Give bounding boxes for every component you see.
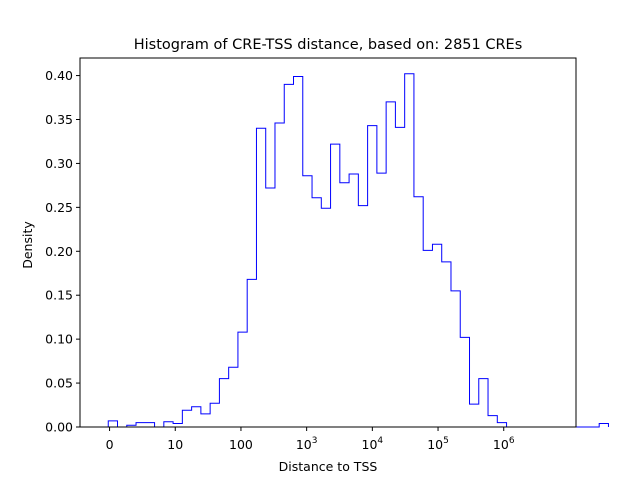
- x-tick-label: 0: [106, 437, 114, 452]
- y-tick-label: 0.00: [45, 420, 73, 435]
- x-tick-exponent: 6: [509, 436, 515, 446]
- x-tick-exponent: 5: [443, 436, 449, 446]
- x-axis-ticks: 0 10 100 103 104 105 106: [106, 427, 515, 452]
- x-tick-label: 100: [229, 437, 253, 452]
- y-tick-label: 0.30: [45, 156, 73, 171]
- x-tick-exponent: 3: [312, 436, 318, 446]
- x-tick-base: 100: [229, 437, 253, 452]
- y-tick-label: 0.40: [45, 68, 73, 83]
- y-tick-label: 0.25: [45, 200, 73, 215]
- x-tick-base: 0: [106, 437, 114, 452]
- x-tick-label: 10: [167, 437, 183, 452]
- x-tick-base: 10: [167, 437, 183, 452]
- x-tick-base: 10: [493, 437, 509, 452]
- x-tick-label: 105: [427, 436, 449, 452]
- x-tick-label: 103: [296, 436, 318, 452]
- y-tick-label: 0.10: [45, 332, 73, 347]
- plot-frame: [79, 57, 577, 428]
- y-axis-label: Density: [20, 221, 35, 269]
- x-tick-base: 10: [362, 437, 378, 452]
- x-tick-label: 104: [362, 436, 384, 452]
- y-tick-label: 0.20: [45, 244, 73, 259]
- y-tick-label: 0.35: [45, 112, 73, 127]
- x-tick-exponent: 4: [377, 436, 383, 446]
- x-tick-label: 106: [493, 436, 515, 452]
- chart-title: Histogram of CRE-TSS distance, based on:…: [134, 37, 523, 53]
- y-tick-label: 0.15: [45, 288, 73, 303]
- x-tick-base: 10: [296, 437, 312, 452]
- x-tick-base: 10: [427, 437, 443, 452]
- histogram-step-line: [107, 73, 609, 428]
- x-axis-label: Distance to TSS: [279, 459, 378, 474]
- y-axis-ticks: 0.00 0.05 0.10 0.15 0.20 0.25 0.30 0.35 0.40: [45, 68, 80, 435]
- y-tick-label: 0.05: [45, 376, 73, 391]
